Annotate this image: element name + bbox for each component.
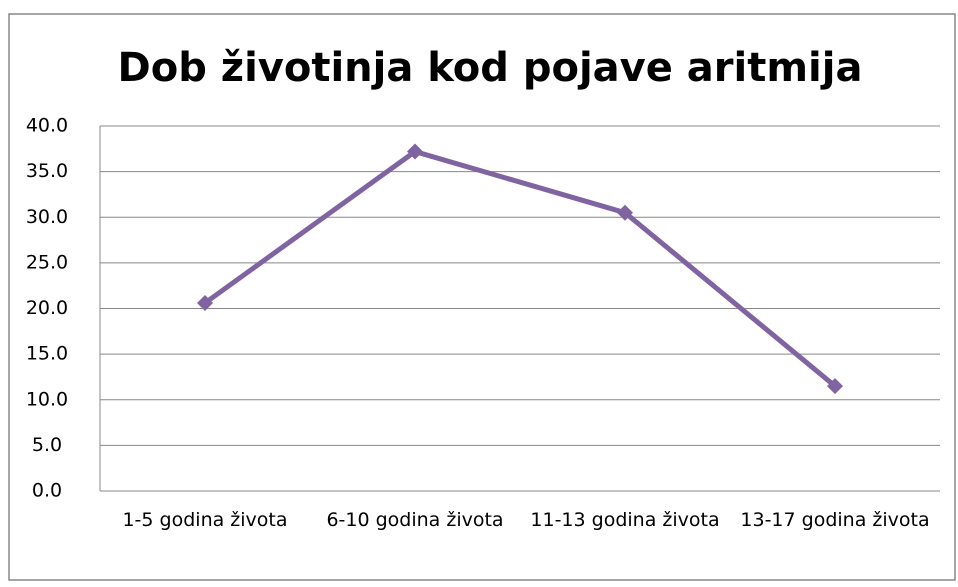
- marker: [827, 378, 843, 395]
- x-tick-label: 1-5 godina života: [122, 509, 288, 531]
- y-tick-label: 0.0: [32, 480, 62, 502]
- x-tick-label-box: 13-17 godina života: [740, 509, 930, 531]
- y-tick-label: 15.0: [26, 343, 68, 365]
- marker: [407, 143, 423, 160]
- y-tick-label: 35.0: [26, 160, 68, 182]
- marker: [617, 204, 633, 221]
- x-tick-label-box: 6-10 godina života: [326, 509, 504, 531]
- series-line: [203, 149, 837, 388]
- x-tick-label-box: 1-5 godina života: [122, 509, 288, 531]
- y-tick-label: 25.0: [26, 251, 68, 273]
- x-tick-label: 11-13 godina života: [530, 509, 720, 531]
- marker: [197, 295, 213, 312]
- x-tick-label: 13-17 godina života: [740, 509, 930, 531]
- chart-title: Dob životinja kod pojave aritmija: [118, 45, 863, 91]
- y-tick-label: 30.0: [26, 206, 68, 228]
- x-tick-label-box: 11-13 godina života: [530, 509, 720, 531]
- y-tick-label: 20.0: [26, 297, 68, 319]
- y-tick-label: 5.0: [32, 434, 62, 456]
- x-tick-label: 6-10 godina života: [326, 509, 504, 531]
- chart-border: [8, 13, 956, 581]
- y-tick-label: 10.0: [26, 388, 68, 410]
- y-tick-label: 40.0: [26, 115, 68, 137]
